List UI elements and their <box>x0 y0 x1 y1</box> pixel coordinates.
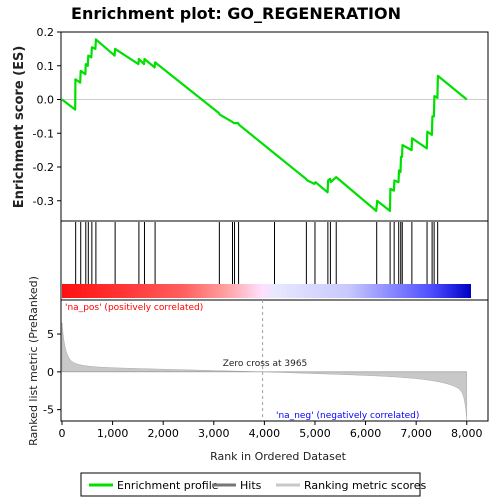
es-tick-label: -0.1 <box>33 127 54 140</box>
es-axis: 0.2 0.1 0.0 -0.1 -0.2 -0.3 <box>33 26 61 208</box>
x-tick-label: 7,000 <box>400 427 432 440</box>
chart-title: Enrichment plot: GO_REGENERATION <box>71 4 401 23</box>
legend: Enrichment profile Hits Ranking metric s… <box>80 472 426 497</box>
legend-hits-label: Hits <box>240 479 262 492</box>
x-tick-label: 8,000 <box>451 427 483 440</box>
enrichment-profile-line <box>61 38 468 212</box>
x-tick-label: 0 <box>59 427 66 440</box>
metric-axis: 5 0 -5 <box>43 328 61 417</box>
x-tick-label: 1,000 <box>97 427 129 440</box>
metric-tick-label: -5 <box>43 404 54 417</box>
es-tick-label: 0.1 <box>37 60 55 73</box>
rank-color-bar <box>62 284 471 298</box>
metric-tick-label: 5 <box>47 328 54 341</box>
x-axis: 0 1,000 2,000 3,000 4,000 5,000 6,000 7,000 8,00… <box>59 421 483 440</box>
es-tick-label: -0.3 <box>33 195 54 208</box>
es-panel <box>60 31 489 222</box>
x-axis-label: Rank in Ordered Dataset <box>210 450 347 463</box>
x-tick-label: 6,000 <box>350 427 382 440</box>
es-tick-label: 0.2 <box>37 26 55 39</box>
x-tick-label: 5,000 <box>299 427 331 440</box>
legend-metric-label: Ranking metric scores <box>304 479 426 492</box>
es-tick-label: -0.2 <box>33 161 54 174</box>
x-tick-label: 2,000 <box>147 427 179 440</box>
metric-y-axis-label: Ranked list metric (PreRanked) <box>27 276 40 446</box>
hits-group <box>75 222 439 284</box>
pos-label: 'na_pos' (positively correlated) <box>65 303 203 313</box>
es-y-axis-label: Enrichment score (ES) <box>12 46 27 209</box>
x-tick-label: 4,000 <box>249 427 281 440</box>
es-tick-label: 0.0 <box>37 94 55 107</box>
x-tick-label: 3,000 <box>198 427 230 440</box>
neg-label: 'na_neg' (negatively correlated) <box>276 411 419 421</box>
legend-profile-label: Enrichment profile <box>117 479 219 492</box>
zero-cross-label: Zero cross at 3965 <box>223 359 308 369</box>
metric-tick-label: 0 <box>47 366 54 379</box>
metric-panel <box>60 299 489 422</box>
